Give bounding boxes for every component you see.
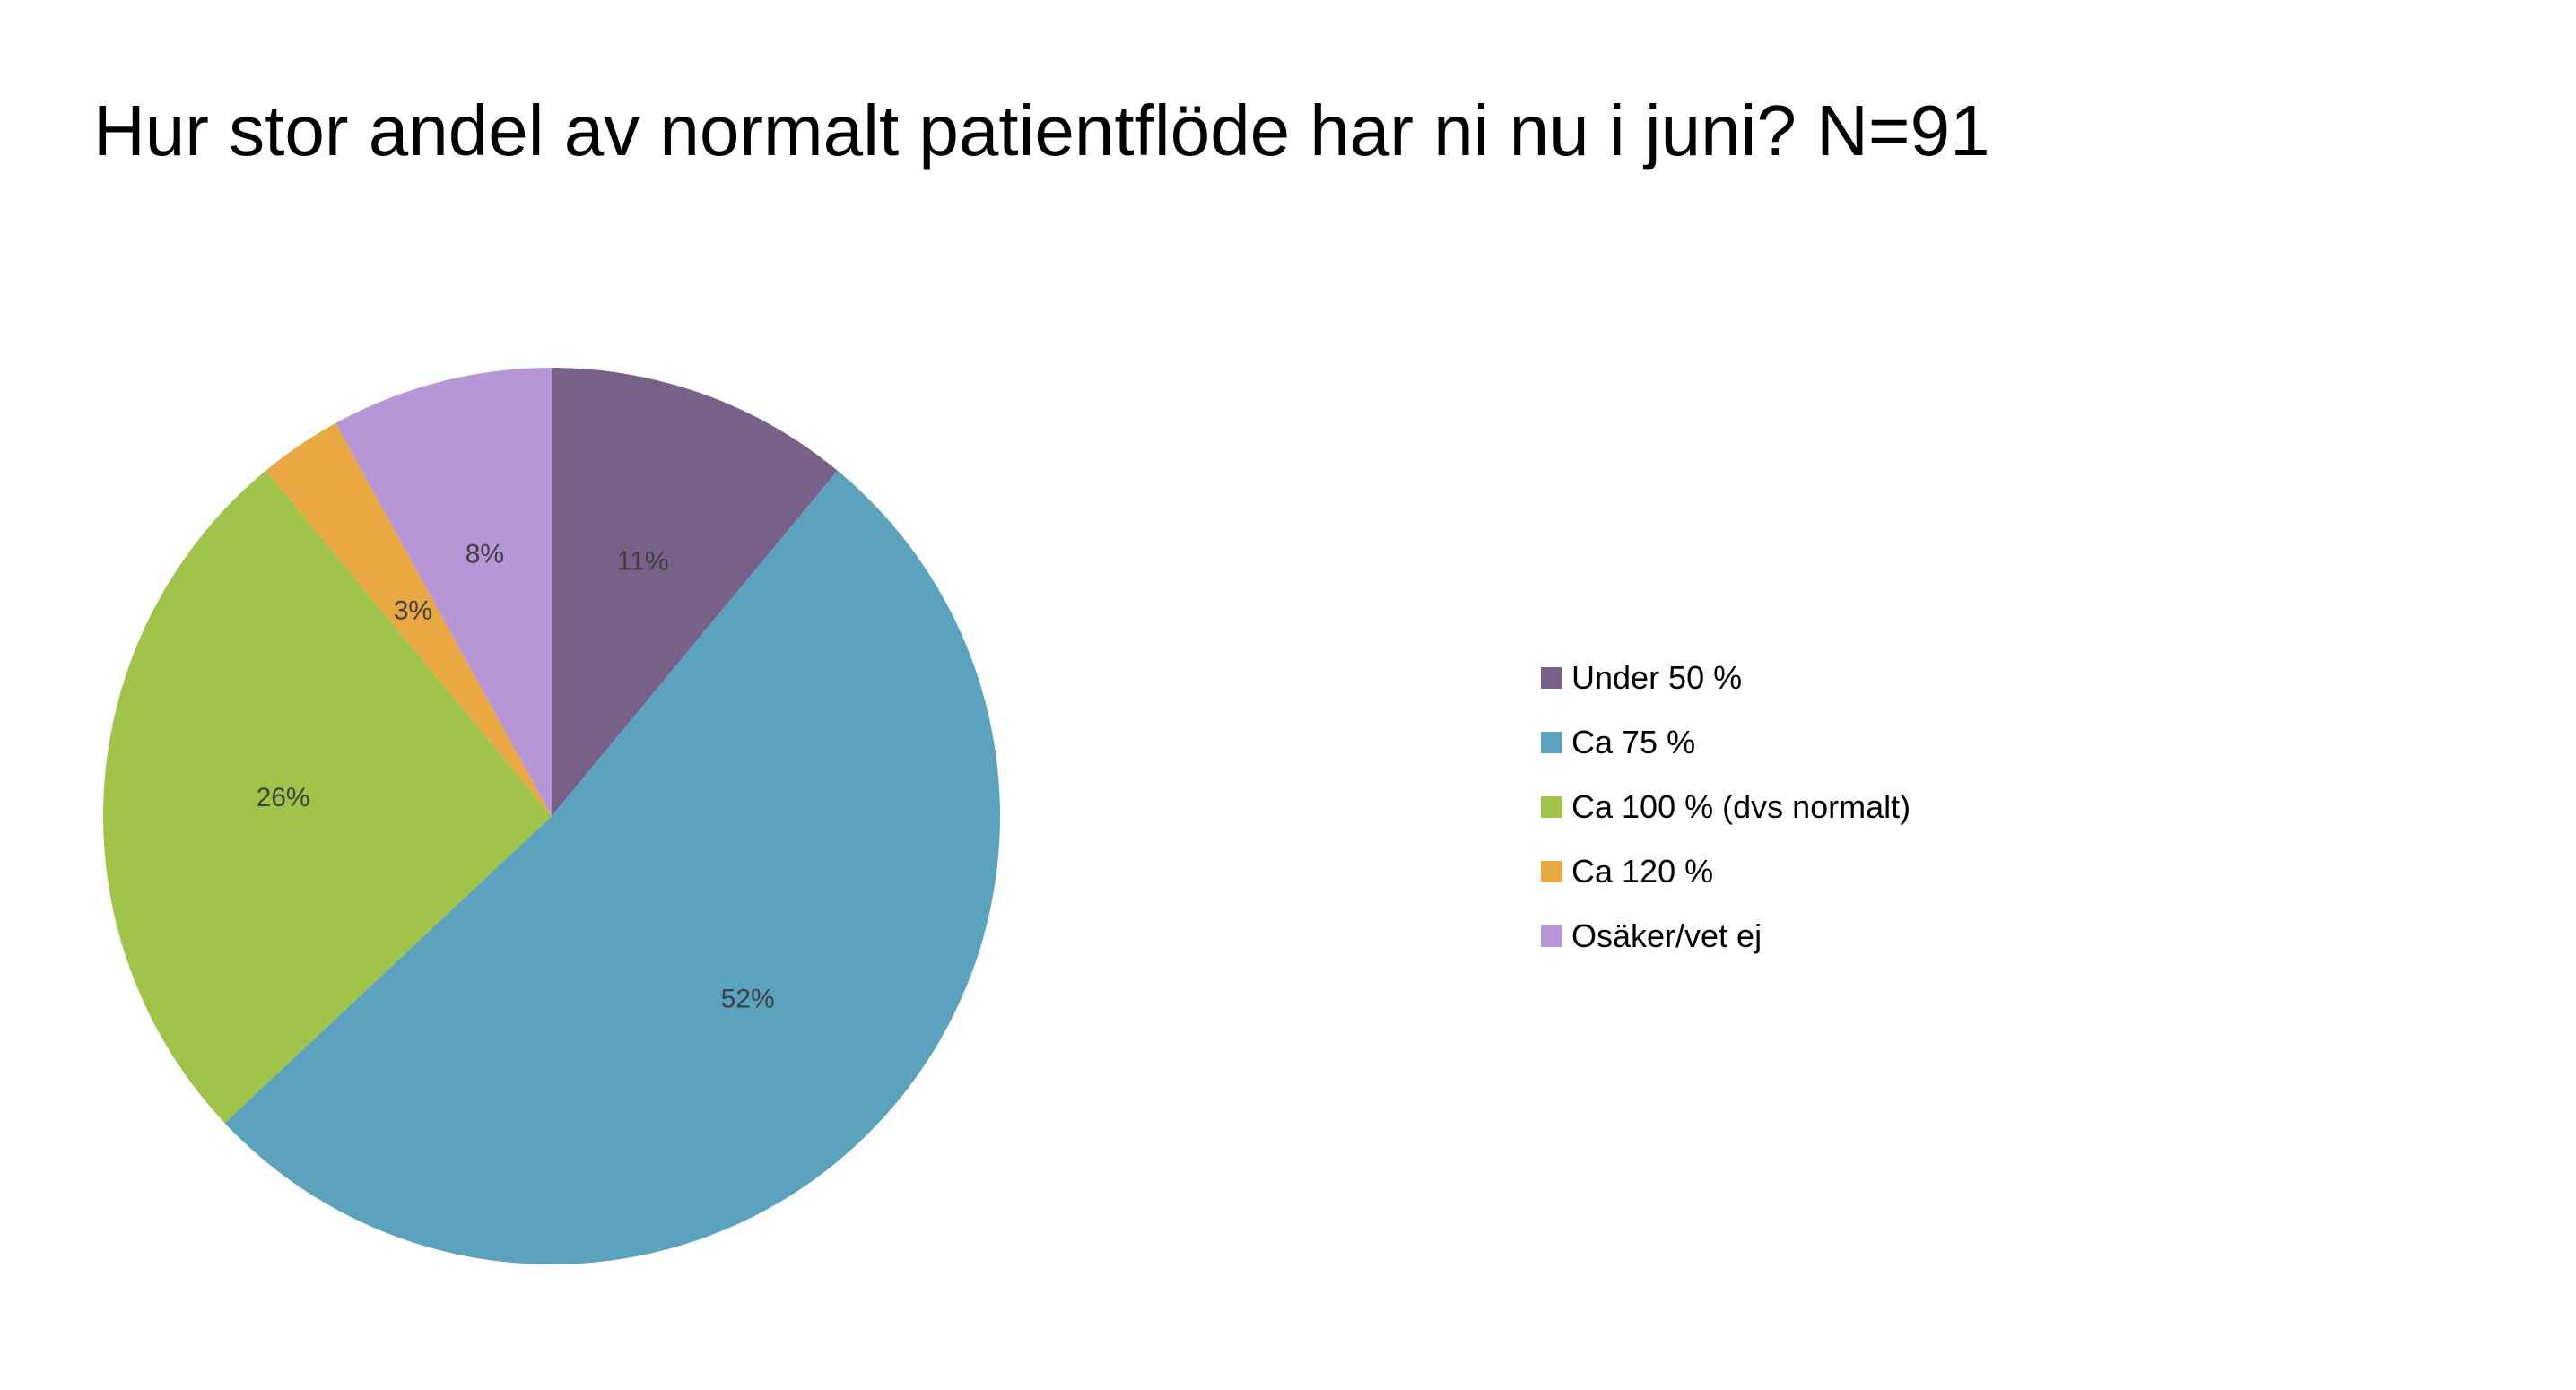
data-label: 52% <box>721 984 775 1013</box>
legend-item-under-50: Under 50 % <box>1541 646 1910 710</box>
pie-slice <box>552 368 838 816</box>
pie-slice <box>335 368 552 816</box>
legend-label: Osäker/vet ej <box>1571 917 1762 954</box>
legend-label: Ca 75 % <box>1571 724 1696 760</box>
pie-slice <box>224 470 1001 1265</box>
legend-swatch <box>1541 732 1562 753</box>
legend-item-ca-100: Ca 100 % (dvs normalt) <box>1541 775 1910 839</box>
legend-item-osaker: Osäker/vet ej <box>1541 904 1910 969</box>
legend-item-ca-75: Ca 75 % <box>1541 710 1910 775</box>
legend-swatch <box>1541 796 1562 818</box>
legend-label: Under 50 % <box>1571 659 1743 696</box>
pie-data-labels: 11% 52% 26% 3% 8% <box>257 539 775 1013</box>
legend: Under 50 % Ca 75 % Ca 100 % (dvs normalt… <box>1541 646 1910 969</box>
pie-slices <box>103 368 1001 1265</box>
legend-swatch <box>1541 925 1562 947</box>
legend-swatch <box>1541 667 1562 689</box>
data-label: 11% <box>617 547 669 577</box>
chart-title: Hur stor andel av normalt patientflöde h… <box>93 91 1990 170</box>
data-label: 3% <box>394 595 432 625</box>
data-label: 8% <box>466 539 504 569</box>
legend-label: Ca 120 % <box>1571 853 1714 890</box>
legend-label: Ca 100 % (dvs normalt) <box>1571 788 1911 825</box>
pie-slice <box>265 422 552 816</box>
pie-slice <box>103 470 553 1124</box>
legend-swatch <box>1541 861 1562 882</box>
data-label: 26% <box>257 783 310 812</box>
legend-item-ca-120: Ca 120 % <box>1541 839 1910 904</box>
